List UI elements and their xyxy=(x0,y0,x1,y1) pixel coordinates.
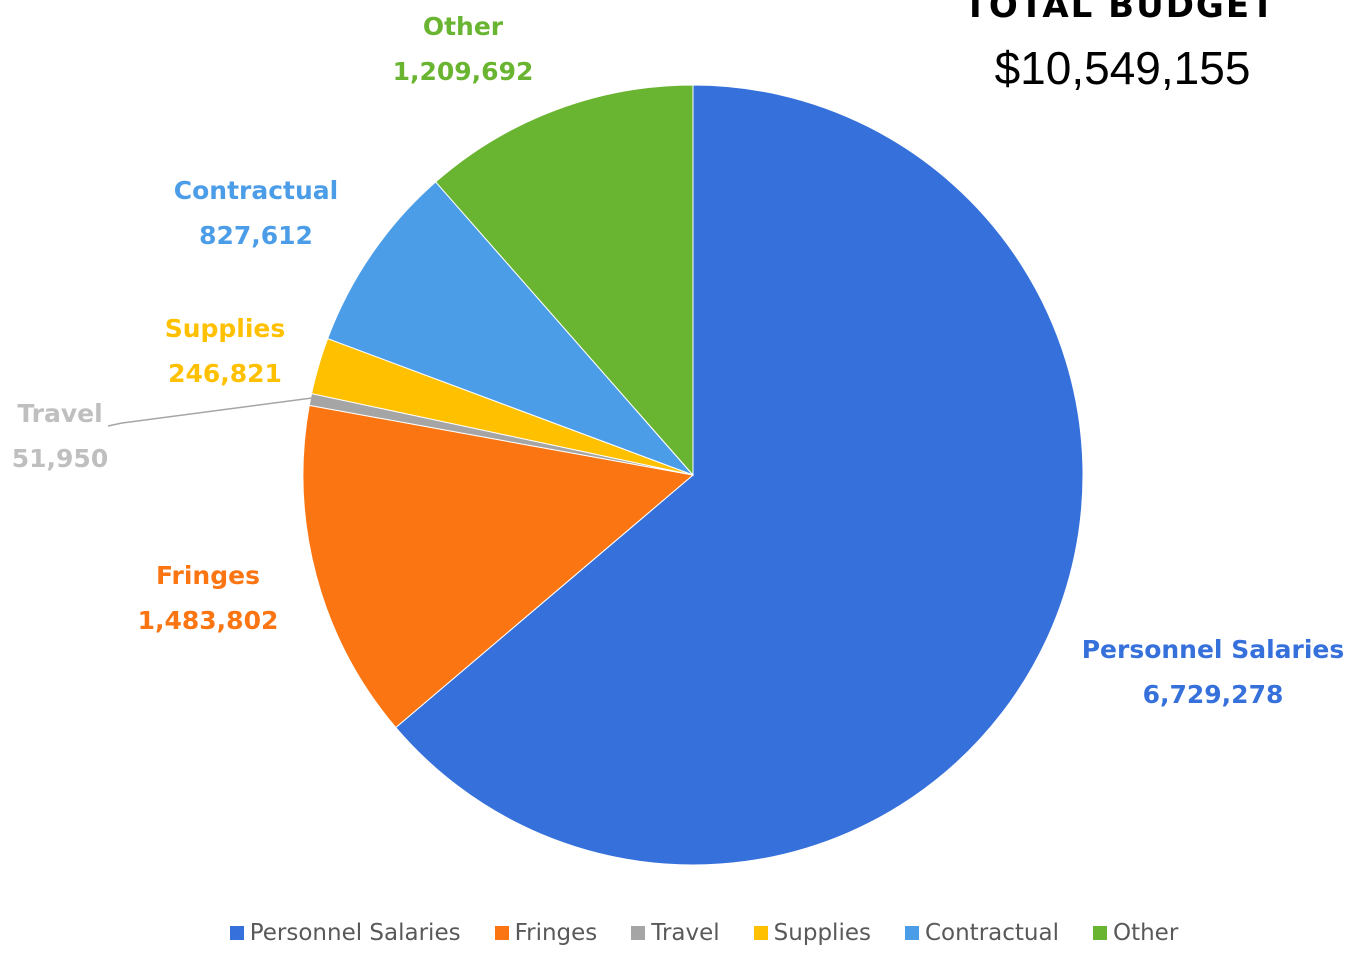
legend-swatch-fringes xyxy=(494,926,509,940)
legend-item-fringes: Fringes xyxy=(494,920,598,946)
legend-label-contractual: Contractual xyxy=(924,920,1059,946)
legend-label-travel: Travel xyxy=(651,920,720,946)
legend-label-other: Other xyxy=(1112,920,1179,946)
chart-legend: Personnel Salaries Fringes Travel Supplies C… xyxy=(0,920,1368,946)
data-labels: Personnel Salaries 6,729,278 Fringes 1,483,… xyxy=(12,12,1345,709)
pie-slices xyxy=(302,84,1084,866)
pie-slice-personnel-salaries xyxy=(395,84,1084,866)
data-label-name-personnel-salaries: Personnel Salaries xyxy=(1082,635,1345,664)
data-label-value-fringes: 1,483,802 xyxy=(138,606,279,635)
legend-swatch-contractual xyxy=(904,926,919,940)
legend-item-personnel-salaries: Personnel Salaries xyxy=(229,920,461,946)
legend-swatch-travel xyxy=(631,926,646,940)
legend-label-supplies: Supplies xyxy=(773,920,871,946)
legend-swatch-other xyxy=(1092,926,1107,940)
data-label-name-supplies: Supplies xyxy=(165,314,286,343)
data-label-value-supplies: 246,821 xyxy=(168,359,282,388)
pie-slice-contractual xyxy=(326,181,694,476)
legend-swatch-supplies xyxy=(753,926,768,940)
data-label-value-travel: 51,950 xyxy=(12,444,108,473)
data-label-name-fringes: Fringes xyxy=(156,561,260,590)
legend-item-travel: Travel xyxy=(631,920,720,946)
legend-item-other: Other xyxy=(1092,920,1179,946)
legend-label-fringes: Fringes xyxy=(514,920,598,946)
total-budget-value: $10,549,155 xyxy=(994,42,1251,94)
pie-slice-other xyxy=(434,84,694,477)
data-label-name-other: Other xyxy=(423,12,504,41)
data-label-name-contractual: Contractual xyxy=(174,176,338,205)
data-label-value-personnel-salaries: 6,729,278 xyxy=(1143,680,1284,709)
legend-item-supplies: Supplies xyxy=(753,920,871,946)
total-budget-heading: TOTAL BUDGET xyxy=(963,0,1277,26)
legend-label-personnel-salaries: Personnel Salaries xyxy=(249,920,461,946)
travel-leader-line xyxy=(107,397,313,427)
legend-item-contractual: Contractual xyxy=(904,920,1059,946)
data-label-value-other: 1,209,692 xyxy=(393,57,534,86)
data-label-value-contractual: 827,612 xyxy=(199,221,313,250)
pie-slice-fringes xyxy=(302,404,695,729)
legend-swatch-personnel-salaries xyxy=(229,926,244,940)
data-label-name-travel: Travel xyxy=(17,399,102,428)
